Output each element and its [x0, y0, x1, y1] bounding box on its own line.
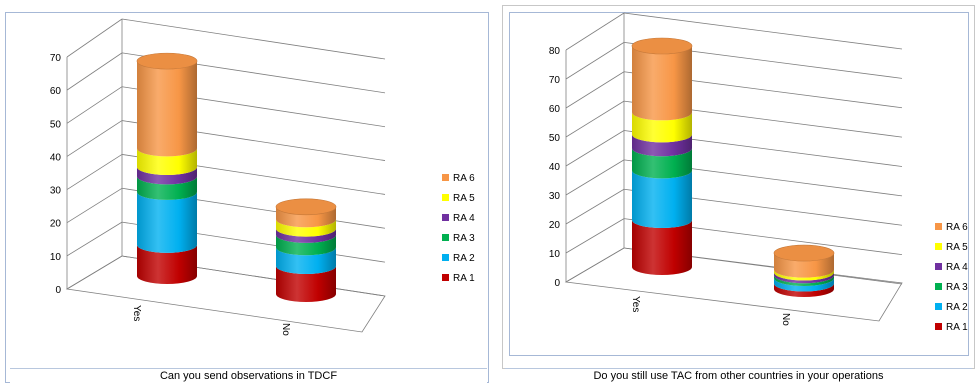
legend-label: RA 3 — [453, 233, 475, 244]
bar-top-cap — [631, 37, 693, 55]
gridline-side — [66, 86, 123, 124]
gridline-side — [565, 188, 625, 225]
bar-segment-no-ra-3 — [774, 275, 834, 286]
bar-segment-no-ra-4 — [276, 228, 336, 243]
bar-segment-no-ra-5 — [276, 219, 336, 237]
legend-label: RA 5 — [946, 242, 968, 253]
bar-segment-yes-ra-4 — [632, 134, 692, 157]
gridline-side — [66, 154, 123, 190]
legend-swatch-ra-1 — [442, 274, 449, 281]
legend-label: RA 2 — [946, 302, 968, 313]
x-tick-label: Yes — [630, 296, 641, 312]
gridline-side — [565, 42, 625, 80]
bar-top-cap — [275, 198, 337, 216]
x-tick-label: No — [780, 313, 791, 326]
gridline-side — [565, 12, 625, 51]
bar-segment-no-ra-6 — [276, 206, 336, 228]
legend-label: RA 3 — [946, 282, 968, 293]
bar-segment-yes-ra-6 — [632, 46, 692, 121]
legend-label: RA 1 — [453, 273, 475, 284]
y-tick-label: 50 — [549, 133, 561, 144]
legend-swatch-ra-4 — [935, 263, 942, 270]
y-tick-label: 0 — [55, 285, 61, 296]
bar-segment-yes-ra-6 — [137, 61, 197, 157]
bar-segment-no-ra-3 — [276, 234, 336, 256]
bar-segment-no-ra-4 — [774, 272, 834, 284]
legend-label: RA 4 — [946, 262, 968, 273]
gridline-side — [66, 120, 123, 157]
chart-floor — [65, 255, 386, 333]
y-tick-label: 20 — [50, 219, 62, 230]
chart-floor — [564, 247, 903, 322]
y-tick-label: 70 — [549, 75, 561, 86]
y-tick-label: 40 — [549, 162, 561, 173]
y-tick-label: 30 — [549, 191, 561, 202]
y-tick-label: 60 — [549, 104, 561, 115]
legend-swatch-ra-6 — [935, 223, 942, 230]
gridline-side — [565, 218, 625, 254]
y-tick-label: 10 — [50, 252, 62, 263]
bar-segment-yes-ra-1 — [137, 244, 197, 284]
y-tick-label: 80 — [549, 46, 561, 57]
y-tick-label: 10 — [549, 249, 561, 260]
legend-swatch-ra-1 — [935, 323, 942, 330]
legend-label: RA 1 — [946, 322, 968, 333]
legend-swatch-ra-2 — [442, 254, 449, 261]
gridline-side — [66, 18, 123, 58]
x-tick-label: Yes — [131, 305, 142, 321]
legend-swatch-ra-2 — [935, 303, 942, 310]
bar-segment-no-ra-2 — [276, 247, 336, 274]
legend-label: RA 4 — [453, 213, 475, 224]
bar-segment-yes-ra-5 — [137, 148, 197, 175]
legend-label: RA 2 — [453, 253, 475, 264]
chart-panel-tdcf: 0 10 20 30 40 50 60 70 Yes No RA 6 RA 5 RA 4 RA 3 RA 2… — [5, 12, 489, 383]
legend-swatch-ra-3 — [935, 283, 942, 290]
bar-segment-yes-ra-4 — [137, 167, 197, 185]
bar-segment-yes-ra-1 — [632, 220, 692, 275]
chart-caption: Do you still use TAC from other countrie… — [505, 368, 972, 383]
bar-segment-no-ra-5 — [774, 269, 834, 281]
gridline-side — [66, 187, 123, 224]
gridline-side — [565, 71, 625, 109]
gridline-side — [66, 52, 123, 91]
gridline-side — [565, 100, 625, 138]
y-tick-label: 20 — [549, 220, 561, 231]
gridline — [121, 18, 386, 60]
y-tick-label: 70 — [50, 53, 62, 64]
legend-swatch-ra-6 — [442, 174, 449, 181]
bar-segment-no-ra-1 — [276, 265, 336, 302]
gridline-side — [66, 221, 123, 257]
bar-top-cap — [136, 52, 198, 70]
gridline-side — [565, 130, 625, 167]
y-tick-label: 30 — [50, 186, 62, 197]
bar-segment-no-ra-6 — [774, 253, 834, 278]
y-tick-label: 0 — [554, 278, 560, 289]
bar-segment-no-ra-1 — [774, 283, 834, 297]
bar-segment-no-ra-2 — [774, 277, 834, 292]
y-tick-label: 50 — [50, 119, 62, 130]
chart-frame — [5, 12, 489, 383]
x-tick-label: No — [280, 323, 291, 336]
legend-swatch-ra-3 — [442, 234, 449, 241]
chart-panel-tac: 0 10 20 30 40 50 60 70 80 Yes No RA 6 RA 5 RA 4 RA 3 RA… — [499, 0, 976, 383]
bar-segment-yes-ra-5 — [632, 112, 692, 143]
bar-segment-yes-ra-2 — [632, 170, 692, 229]
y-tick-label: 60 — [50, 86, 62, 97]
y-tick-label: 40 — [50, 152, 62, 163]
chart-tdcf: 0 10 20 30 40 50 60 70 Yes No RA 6 RA 5 RA 4 RA 3 RA 2… — [50, 18, 475, 336]
legend-label: RA 6 — [946, 222, 968, 233]
chart-tac: 0 10 20 30 40 50 60 70 80 Yes No RA 6 RA 5 RA 4 RA 3 RA… — [549, 12, 968, 333]
legend-swatch-ra-4 — [442, 214, 449, 221]
gridline — [623, 12, 903, 50]
chart-caption: Can you send observations in TDCF — [10, 368, 487, 383]
bar-segment-yes-ra-3 — [632, 148, 692, 179]
legend-label: RA 6 — [453, 173, 475, 184]
bar-top-cap — [773, 244, 835, 262]
legend-swatch-ra-5 — [442, 194, 449, 201]
legend-label: RA 5 — [453, 193, 475, 204]
legend-swatch-ra-5 — [935, 243, 942, 250]
gridline-side — [565, 159, 625, 196]
bar-segment-yes-ra-3 — [137, 176, 197, 200]
bar-segment-yes-ra-2 — [137, 191, 197, 253]
